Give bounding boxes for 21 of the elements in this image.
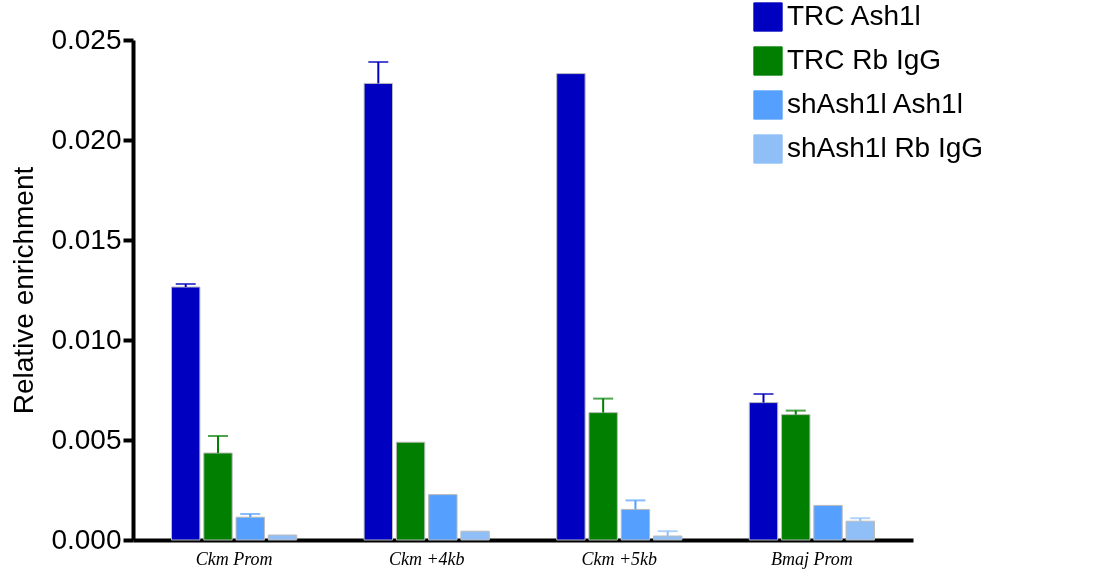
y-tick-label: 0.025 — [51, 23, 122, 55]
bar — [556, 73, 586, 541]
bar — [267, 534, 298, 541]
y-tick-label: 0.010 — [51, 323, 122, 355]
bar — [813, 504, 843, 541]
x-tick-label: Ckm +4kb — [388, 548, 465, 569]
x-tick-label: Ckm Prom — [195, 548, 273, 569]
legend-label: TRC Ash1l — [787, 0, 921, 31]
y-tick-label: 0.000 — [51, 523, 122, 555]
y-tick-label: 0.020 — [51, 123, 122, 155]
y-tick-label: 0.015 — [51, 223, 122, 255]
bar — [460, 530, 490, 541]
y-axis-title: Relative enrichment — [8, 166, 40, 415]
legend-label: shAsh1l Rb IgG — [787, 132, 984, 163]
y-tick-label: 0.005 — [51, 423, 122, 455]
bar — [395, 441, 426, 541]
x-tick-label: Bmaj Prom — [770, 548, 853, 569]
legend-label: shAsh1l Ash1l — [787, 88, 963, 119]
bar — [428, 494, 458, 541]
legend-label: TRC Rb IgG — [787, 44, 942, 75]
x-tick-label: Ckm +5kb — [581, 548, 658, 569]
